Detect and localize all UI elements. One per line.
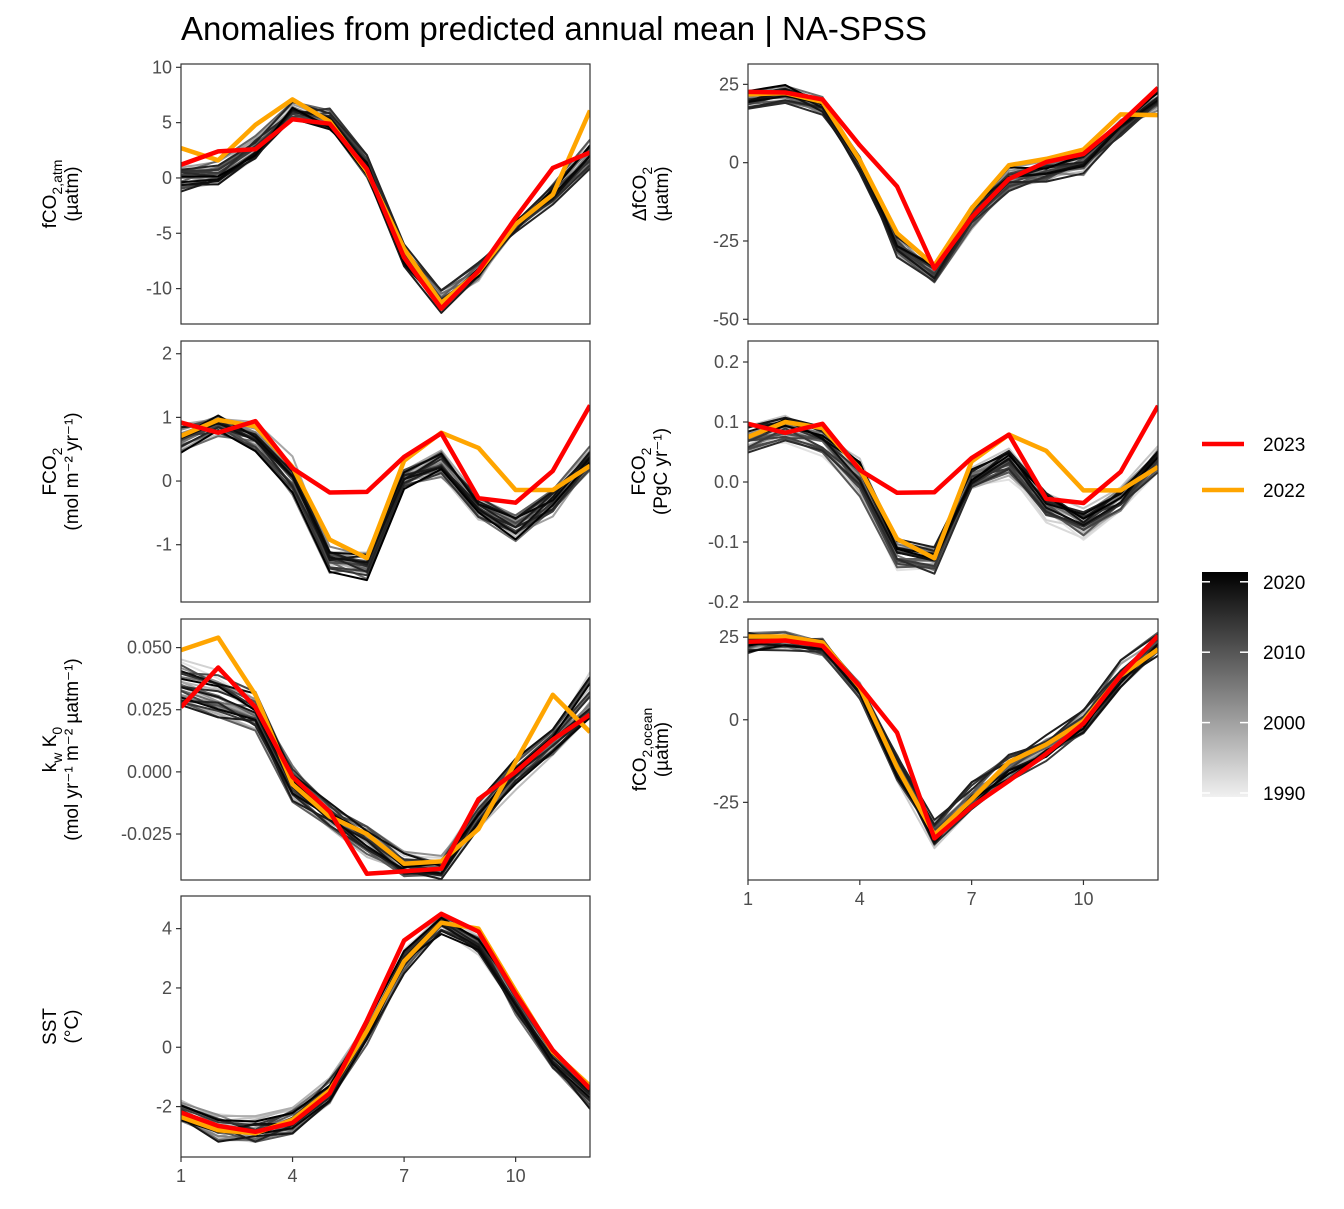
year-line-2018 bbox=[181, 929, 590, 1143]
panel-fco2flux: 2 1 0 -1 FCO2(mol m⁻² yr⁻¹) bbox=[40, 340, 591, 603]
series-line-2023 bbox=[748, 634, 1158, 841]
y-tick-label: -0.2 bbox=[708, 592, 739, 612]
x-tick-label: 7 bbox=[399, 1166, 409, 1186]
panel-fco2ocean: 25 0 -25 1 4 7 10 fCO2,ocean(µatm) bbox=[630, 618, 1159, 909]
panel-lines bbox=[181, 911, 590, 1143]
year-line-2018 bbox=[181, 686, 590, 875]
series-line-2023 bbox=[181, 404, 590, 505]
y-tick-label: -0.1 bbox=[708, 532, 739, 552]
colorbar bbox=[1202, 572, 1248, 797]
panel-dfco2: 25 0 -25 -50 ΔfCO2(µatm) bbox=[630, 63, 1159, 329]
year-line-2016 bbox=[748, 99, 1158, 280]
y-tick-label: -10 bbox=[146, 279, 172, 299]
y-tick-label: 1 bbox=[162, 407, 172, 427]
y-tick-label: -25 bbox=[713, 792, 739, 812]
y-tick-label: 25 bbox=[719, 627, 739, 647]
panel-lines bbox=[748, 630, 1158, 850]
y-tick-label: 0.0 bbox=[714, 472, 739, 492]
y-axis-label: fCO2,atm(µatm) bbox=[40, 160, 83, 229]
y-tick-label: 0.050 bbox=[127, 638, 172, 658]
panel-border bbox=[747, 340, 1159, 603]
y-axis-label: FCO2(mol m⁻² yr⁻¹) bbox=[40, 412, 83, 530]
legend-label-2022: 2022 bbox=[1263, 481, 1305, 502]
y-tick-label: -50 bbox=[713, 309, 739, 329]
x-tick-label: 10 bbox=[506, 1166, 526, 1186]
y-tick-label: 2 bbox=[162, 978, 172, 998]
y-tick-label: 5 bbox=[162, 113, 172, 133]
y-axis-label: kw K0(mol yr⁻¹ m⁻² µatm⁻¹) bbox=[40, 658, 83, 840]
y-tick-label: -5 bbox=[156, 223, 172, 243]
y-tick-label: 4 bbox=[162, 919, 172, 939]
panel-lines bbox=[181, 404, 590, 582]
y-axis-label: SST(°C) bbox=[40, 1008, 83, 1045]
panel-lines bbox=[181, 97, 590, 314]
x-tick-label: 7 bbox=[967, 889, 977, 909]
y-tick-label: 0 bbox=[162, 471, 172, 491]
panel-fco2pg: 0.2 0.1 0.0 -0.1 -0.2 FCO2(PgC yr⁻¹) bbox=[629, 340, 1159, 612]
y-tick-label: 0 bbox=[729, 153, 739, 173]
year-line-2021 bbox=[181, 429, 590, 582]
colorbar-label: 1990 bbox=[1263, 784, 1305, 805]
panel-background bbox=[748, 341, 1158, 602]
y-tick-label: 0 bbox=[162, 168, 172, 188]
panel-border bbox=[180, 63, 591, 325]
panel-sst: 4 2 0 -2 1 4 7 10 SST(°C) bbox=[40, 895, 591, 1186]
series-line-2023 bbox=[181, 665, 590, 877]
y-tick-label: -25 bbox=[713, 231, 739, 251]
year-line-2019 bbox=[181, 421, 590, 564]
series-line-2023 bbox=[181, 911, 590, 1135]
panel-background bbox=[181, 64, 590, 324]
x-tick-label: 10 bbox=[1073, 889, 1093, 909]
panel-lines bbox=[748, 404, 1158, 575]
y-axis-label: fCO2,ocean(µatm) bbox=[630, 708, 673, 792]
panel-background bbox=[748, 619, 1158, 880]
panel-lines bbox=[181, 635, 590, 880]
y-tick-label: 25 bbox=[719, 74, 739, 94]
colorbar-label: 2010 bbox=[1263, 643, 1305, 664]
legend-label-2023: 2023 bbox=[1263, 435, 1305, 456]
series-line-2023 bbox=[748, 404, 1158, 506]
y-axis-label: FCO2(PgC yr⁻¹) bbox=[629, 428, 672, 515]
y-axis-label: ΔfCO2(µatm) bbox=[630, 166, 673, 221]
panel-kwk0: 0.050 0.025 0.000 -0.025 kw K0(mol yr⁻¹ m⁻² … bbox=[40, 618, 591, 881]
panel-background bbox=[181, 896, 590, 1157]
year-line-2021 bbox=[748, 424, 1158, 561]
panel-border bbox=[747, 618, 1159, 881]
chart-title: Anomalies from predicted annual mean | N… bbox=[181, 10, 927, 47]
x-tick-label: 1 bbox=[176, 1166, 186, 1186]
year-line-2016 bbox=[181, 101, 590, 292]
x-tick-label: 4 bbox=[288, 1166, 298, 1186]
year-line-2015 bbox=[748, 439, 1158, 575]
panel-border bbox=[180, 618, 591, 881]
y-tick-label: 0.000 bbox=[127, 762, 172, 782]
y-tick-label: 0.1 bbox=[714, 412, 739, 432]
panel-border bbox=[180, 340, 591, 603]
x-tick-label: 4 bbox=[855, 889, 865, 909]
series-line-2022 bbox=[181, 635, 590, 867]
y-tick-label: -2 bbox=[156, 1097, 172, 1117]
panel-fco2atm: 10 5 0 -5 -10 fCO2,atm(µatm) bbox=[40, 57, 591, 325]
colorbar-label: 2000 bbox=[1263, 714, 1305, 735]
legend: 2023 2022 2020 2010 2000 1990 bbox=[1202, 435, 1305, 805]
y-tick-label: 10 bbox=[152, 57, 172, 77]
y-tick-label: 2 bbox=[162, 344, 172, 364]
y-tick-label: -0.025 bbox=[121, 824, 172, 844]
panel-border bbox=[747, 63, 1159, 325]
facet-panels: 1050-5-10fCO2,atm(µatm)250-25-50ΔfCO2(µa… bbox=[40, 57, 1159, 1186]
y-tick-label: 0 bbox=[729, 710, 739, 730]
panel-lines bbox=[748, 84, 1158, 284]
y-tick-label: 0 bbox=[162, 1037, 172, 1057]
y-tick-label: -1 bbox=[156, 535, 172, 555]
series-line-2023 bbox=[748, 86, 1158, 271]
y-tick-label: 0.2 bbox=[714, 352, 739, 372]
panel-border bbox=[180, 895, 591, 1158]
year-line-2020 bbox=[181, 696, 590, 875]
year-line-2017 bbox=[181, 704, 590, 880]
x-tick-label: 1 bbox=[743, 889, 753, 909]
y-tick-label: 0.025 bbox=[127, 700, 172, 720]
colorbar-label: 2020 bbox=[1263, 573, 1305, 594]
series-line-2023 bbox=[181, 117, 590, 311]
